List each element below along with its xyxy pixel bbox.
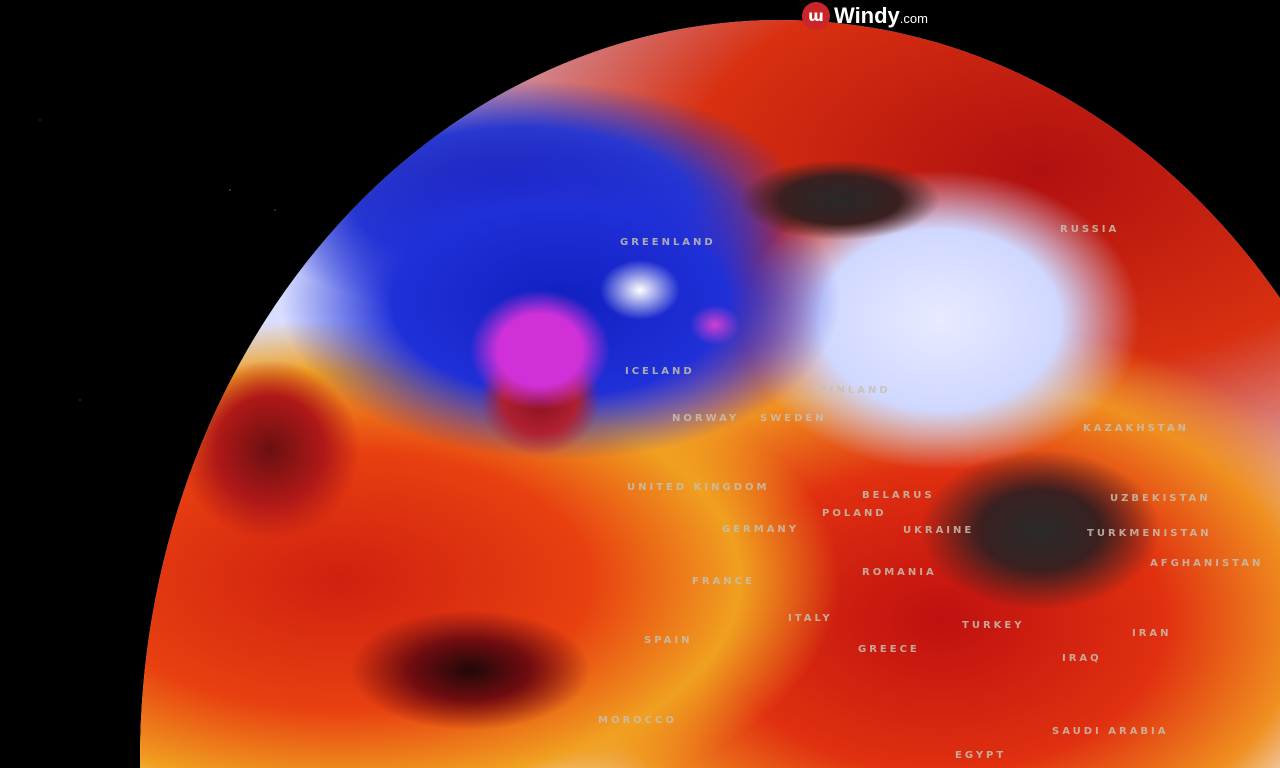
country-label: MOROCCO bbox=[598, 715, 677, 726]
country-label: SAUDI ARABIA bbox=[1052, 726, 1169, 737]
country-label: POLAND bbox=[822, 508, 887, 519]
country-label: GERMANY bbox=[722, 524, 800, 535]
country-label: EGYPT bbox=[955, 750, 1007, 761]
country-label: ITALY bbox=[788, 613, 833, 624]
country-label: UZBEKISTAN bbox=[1110, 493, 1211, 504]
country-label: TURKMENISTAN bbox=[1087, 528, 1212, 539]
country-label: ROMANIA bbox=[862, 567, 937, 578]
country-label: AFGHANISTAN bbox=[1150, 558, 1264, 569]
country-label: KAZAKHSTAN bbox=[1083, 423, 1189, 434]
country-label: UNITED KINGDOM bbox=[627, 482, 770, 493]
country-label: GREENLAND bbox=[620, 237, 716, 248]
country-label: NORWAY bbox=[672, 413, 740, 424]
windy-logo[interactable]: ɯ Windy.com bbox=[802, 2, 928, 30]
brand-suffix: .com bbox=[899, 11, 928, 26]
country-label: IRAN bbox=[1132, 628, 1172, 639]
windy-logo-icon: ɯ bbox=[802, 2, 830, 30]
country-label: GREECE bbox=[858, 644, 920, 655]
country-label: FINLAND bbox=[820, 385, 891, 396]
country-label: UKRAINE bbox=[903, 525, 975, 536]
country-label: FRANCE bbox=[692, 576, 755, 587]
brand-name: Windy bbox=[834, 3, 900, 28]
country-label: SPAIN bbox=[644, 635, 693, 646]
country-label: SWEDEN bbox=[760, 413, 827, 424]
country-label: BELARUS bbox=[862, 490, 935, 501]
country-label: RUSSIA bbox=[1060, 224, 1120, 235]
country-label: IRAQ bbox=[1062, 653, 1102, 664]
country-label: TURKEY bbox=[962, 620, 1025, 631]
country-label: ICELAND bbox=[625, 366, 695, 377]
